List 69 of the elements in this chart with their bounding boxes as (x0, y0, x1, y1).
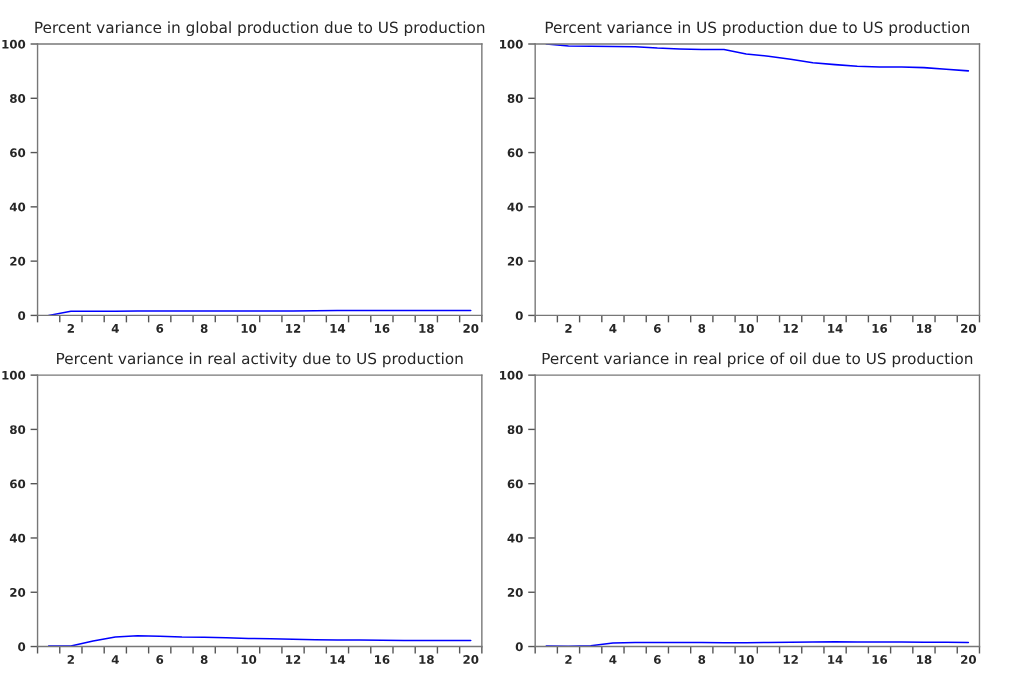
chart-title: Percent variance in real price of oil due to US production (542, 352, 973, 368)
y-tick-label: 100 (2, 39, 26, 49)
x-tick-label: 20 (463, 655, 479, 665)
x-tick-label: 2 (565, 323, 572, 333)
x-tick-label: 10 (739, 655, 754, 665)
y-tick-label: 60 (507, 148, 523, 158)
x-tick-label: 14 (330, 324, 346, 333)
y-tick-label: 40 (9, 202, 26, 212)
y-tick-label: 80 (507, 425, 523, 435)
line-series (47, 634, 472, 647)
x-tick-label: 6 (653, 655, 661, 665)
y-tick-label: 0 (18, 642, 26, 652)
x-tick-label: 2 (67, 655, 74, 664)
x-tick-label: 4 (111, 655, 119, 664)
x-tick-label: 12 (286, 655, 301, 664)
x-tick-label: 10 (739, 323, 754, 333)
x-tick-label: 16 (375, 323, 390, 333)
x-tick-label: 4 (111, 324, 119, 333)
chart-title: Percent variance in real activity due to US production (57, 352, 463, 368)
x-tick-label: 6 (156, 323, 164, 333)
y-tick-label: 60 (10, 479, 26, 489)
x-tick-label: 18 (917, 655, 932, 665)
y-tick-label: 0 (18, 311, 26, 321)
x-tick-label: 2 (67, 323, 74, 333)
x-tick-label: 20 (463, 323, 479, 333)
x-tick-label: 14 (330, 655, 346, 664)
chart-title: Percent variance in US production due to US production (545, 21, 969, 37)
x-tick-label: 20 (961, 323, 977, 333)
x-tick-label: 18 (917, 323, 932, 333)
y-tick-label: 60 (10, 148, 26, 158)
x-tick-label: 14 (828, 655, 843, 664)
x-tick-label: 12 (286, 323, 301, 333)
y-tick-label: 80 (10, 425, 26, 435)
y-tick-label: 20 (507, 587, 523, 597)
x-tick-label: 8 (200, 655, 208, 665)
chart-title: Percent variance in global production due to US production (35, 21, 485, 37)
y-tick-label: 100 (500, 39, 523, 49)
y-tick-label: 40 (507, 202, 523, 212)
y-tick-label: 20 (507, 256, 523, 266)
x-tick-label: 12 (783, 323, 798, 333)
x-tick-label: 20 (961, 655, 977, 665)
x-tick-label: 2 (565, 655, 572, 664)
x-tick-label: 18 (419, 323, 434, 333)
y-tick-label: 40 (507, 533, 523, 543)
x-tick-label: 8 (200, 323, 208, 333)
x-tick-label: 18 (419, 655, 434, 665)
x-tick-label: 16 (872, 655, 888, 665)
x-tick-label: 10 (241, 655, 257, 665)
y-tick-label: 0 (515, 642, 523, 652)
y-tick-label: 100 (2, 370, 26, 380)
x-tick-label: 8 (698, 323, 706, 333)
x-tick-label: 4 (609, 324, 617, 333)
x-tick-label: 10 (241, 323, 257, 333)
y-tick-label: 80 (10, 94, 26, 103)
y-tick-label: 80 (507, 94, 523, 103)
x-tick-label: 16 (375, 655, 390, 665)
x-tick-label: 12 (783, 655, 798, 664)
x-tick-label: 14 (828, 324, 843, 333)
x-tick-label: 16 (872, 323, 888, 333)
x-tick-label: 6 (653, 323, 661, 333)
y-tick-label: 40 (9, 533, 26, 543)
y-tick-label: 20 (10, 587, 26, 597)
y-tick-label: 20 (10, 256, 26, 266)
y-tick-label: 60 (507, 479, 523, 489)
y-tick-label: 100 (500, 370, 523, 380)
y-tick-label: 0 (515, 311, 523, 321)
x-tick-label: 6 (156, 655, 164, 665)
x-tick-label: 8 (698, 655, 706, 665)
x-tick-label: 4 (609, 655, 617, 664)
